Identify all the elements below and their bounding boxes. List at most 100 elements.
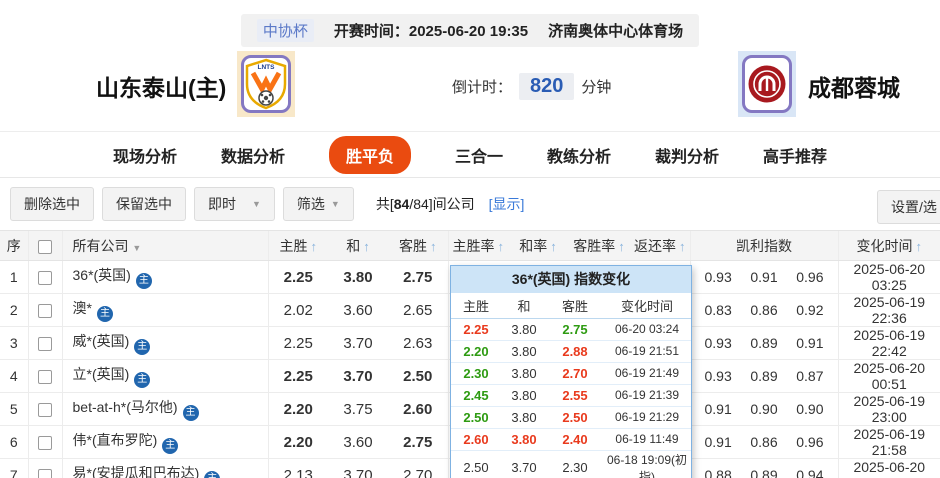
kelly-away: 0.90 (796, 401, 824, 417)
col-home-odds[interactable]: 主胜 ↑ (267, 230, 328, 261)
company-cell[interactable]: 易*(安提瓜和巴布达) 主 (61, 458, 268, 478)
countdown-unit: 分钟 (581, 79, 612, 96)
home-odds[interactable]: 2.20 (267, 425, 328, 459)
row-checkbox[interactable] (38, 304, 52, 319)
popup-draw-odds: 3.80 (501, 406, 547, 429)
row-checkbox[interactable] (38, 370, 52, 385)
company-cell[interactable]: 立*(英国) 主 (61, 359, 268, 393)
tab-三合一[interactable]: 三合一 (454, 148, 503, 166)
away-odds[interactable]: 2.60 (388, 392, 448, 426)
tab-教练分析[interactable]: 教练分析 (547, 148, 612, 166)
popup-change-time: 06-19 21:51 (603, 340, 691, 363)
kelly-home: 0.88 (704, 467, 732, 478)
filter-dropdown[interactable]: 筛选 ▼ (282, 187, 354, 221)
away-odds[interactable]: 2.65 (388, 293, 448, 327)
draw-odds[interactable]: 3.70 (328, 458, 388, 478)
row-checkbox-cell (27, 392, 62, 426)
popup-home-odds: 2.25 (451, 318, 501, 341)
row-checkbox[interactable] (38, 337, 52, 352)
popup-row: 2.50 3.70 2.30 06-18 19:09(初指) (451, 450, 691, 478)
popup-away-odds: 2.88 (547, 340, 603, 363)
company-cell[interactable]: 澳* 主 (61, 293, 268, 327)
col-kelly: 凯利指数 (689, 230, 838, 261)
kickoff-time: 开赛时间：2025-06-20 19:35 (333, 23, 529, 40)
kelly-cell: 0.93 0.89 0.87 (689, 359, 838, 393)
draw-odds[interactable]: 3.75 (328, 392, 388, 426)
kelly-cell: 0.88 0.89 0.94 (689, 458, 838, 478)
popup-col-time: 变化时间 (603, 293, 691, 319)
keep-selected-button[interactable]: 保留选中 (102, 187, 186, 221)
home-odds[interactable]: 2.20 (267, 392, 328, 426)
draw-odds[interactable]: 3.60 (328, 425, 388, 459)
home-odds[interactable]: 2.25 (267, 326, 328, 360)
row-checkbox[interactable] (38, 403, 52, 418)
draw-odds[interactable]: 3.70 (328, 326, 388, 360)
table-header-row: 序 所有公司 ▼ 主胜 ↑ 和 ↑ 客胜 ↑ 主胜率 ↑ 和率 ↑ 客胜率 ↑ 返还率 ↑ 凯… (0, 230, 940, 261)
kelly-draw: 0.90 (750, 401, 778, 417)
tab-裁判分析[interactable]: 裁判分析 (655, 148, 720, 166)
show-link[interactable]: [显示] (488, 196, 525, 212)
col-return-rate[interactable]: 返还率 ↑ (630, 230, 690, 261)
col-draw-rate[interactable]: 和率 ↑ (508, 230, 568, 261)
popup-row: 2.45 3.80 2.55 06-19 21:39 (451, 384, 691, 407)
popup-away-odds: 2.75 (547, 318, 603, 341)
settings-button[interactable]: 设置/选 (877, 190, 940, 224)
col-home-rate[interactable]: 主胜率 ↑ (447, 230, 508, 261)
home-badge-icon: 主 (182, 405, 199, 421)
change-time: 2025-06-20 03:25 (837, 260, 940, 294)
change-time: 2025-06-19 23:00 (837, 392, 940, 426)
change-time: 2025-06-20 00:51 (837, 359, 940, 393)
tab-数据分析[interactable]: 数据分析 (220, 148, 285, 166)
home-odds[interactable]: 2.13 (267, 458, 328, 478)
delete-selected-button[interactable]: 删除选中 (10, 187, 94, 221)
away-odds[interactable]: 2.63 (388, 326, 448, 360)
popup-draw-odds: 3.80 (501, 318, 547, 341)
kelly-home: 0.91 (704, 434, 732, 450)
away-odds[interactable]: 2.75 (388, 260, 448, 294)
row-checkbox[interactable] (38, 469, 52, 478)
home-odds[interactable]: 2.02 (267, 293, 328, 327)
away-odds[interactable]: 2.75 (388, 425, 448, 459)
draw-odds[interactable]: 3.70 (328, 359, 388, 393)
col-company[interactable]: 所有公司 ▼ (61, 230, 268, 261)
tab-高手推荐[interactable]: 高手推荐 (763, 148, 828, 166)
company-name: bet-at-h*(马尔他) (72, 399, 178, 415)
col-draw-odds[interactable]: 和 ↑ (328, 230, 388, 261)
kelly-cell: 0.93 0.89 0.91 (689, 326, 838, 360)
select-all-checkbox[interactable] (38, 239, 52, 254)
popup-away-odds: 2.70 (547, 362, 603, 385)
row-checkbox[interactable] (38, 436, 52, 451)
company-cell[interactable]: bet-at-h*(马尔他) 主 (61, 392, 268, 426)
analysis-tabs: 现场分析 数据分析 胜平负 三合一 教练分析 裁判分析 高手推荐 (0, 131, 940, 178)
company-name: 36*(英国) (72, 267, 131, 283)
home-odds[interactable]: 2.25 (267, 359, 328, 393)
draw-odds[interactable]: 3.80 (328, 260, 388, 294)
col-change-time[interactable]: 变化时间 ↑ (837, 230, 940, 261)
kelly-home: 0.83 (704, 302, 732, 318)
kelly-away: 0.92 (796, 302, 824, 318)
tab-现场分析[interactable]: 现场分析 (112, 148, 177, 166)
home-badge-icon: 主 (134, 339, 151, 355)
col-away-rate[interactable]: 客胜率 ↑ (568, 230, 630, 261)
company-cell[interactable]: 伟*(直布罗陀) 主 (61, 425, 268, 459)
popup-row: 2.20 3.80 2.88 06-19 21:51 (451, 340, 691, 363)
col-away-odds[interactable]: 客胜 ↑ (388, 230, 448, 261)
tab-胜平负[interactable]: 胜平负 (328, 135, 411, 174)
kelly-draw: 0.89 (750, 335, 778, 351)
home-badge-icon: 主 (96, 306, 113, 322)
away-team-name: 成都蓉城 (808, 75, 900, 101)
row-checkbox[interactable] (38, 271, 52, 286)
instant-dropdown[interactable]: 即时 ▼ (194, 187, 275, 221)
away-odds[interactable]: 2.50 (388, 359, 448, 393)
popup-row: 2.30 3.80 2.70 06-19 21:49 (451, 362, 691, 385)
company-cell[interactable]: 威*(英国) 主 (61, 326, 268, 360)
row-seq: 2 (0, 293, 28, 327)
company-cell[interactable]: 36*(英国) 主 (61, 260, 268, 294)
draw-odds[interactable]: 3.60 (328, 293, 388, 327)
home-odds[interactable]: 2.25 (267, 260, 328, 294)
kelly-cell: 0.93 0.91 0.96 (689, 260, 838, 294)
popup-change-time: 06-19 11:49 (603, 428, 691, 451)
away-odds[interactable]: 2.70 (388, 458, 448, 478)
kelly-draw: 0.89 (750, 368, 778, 384)
popup-home-odds: 2.45 (451, 384, 501, 407)
